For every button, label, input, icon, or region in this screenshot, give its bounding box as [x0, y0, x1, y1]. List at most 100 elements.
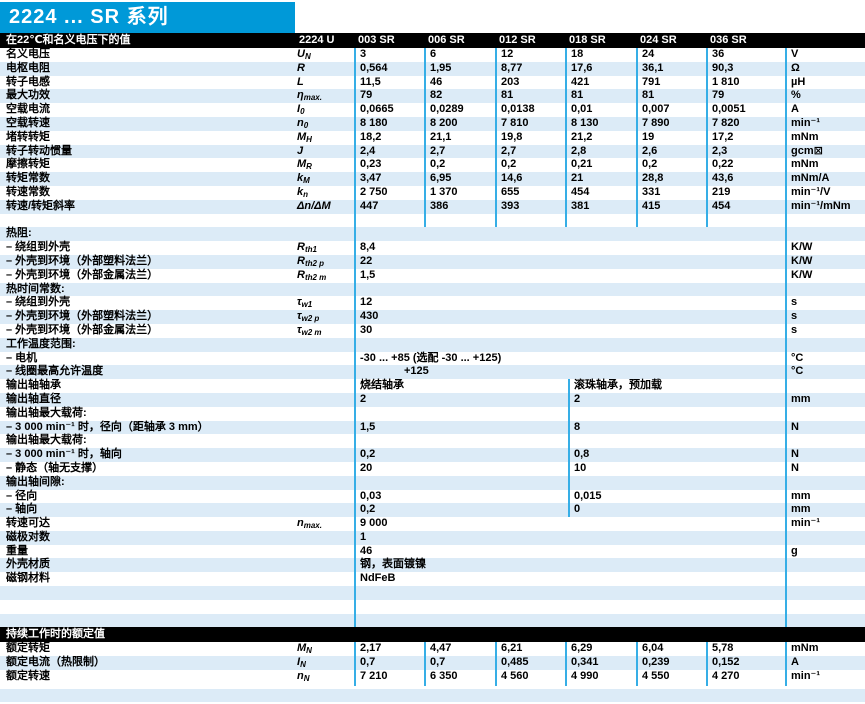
cell-unit: mNm [785, 130, 865, 147]
cell-value: 3 [354, 48, 424, 64]
cell-value [354, 599, 785, 614]
cell-value: NdFeB [354, 572, 785, 587]
row-label [0, 600, 295, 614]
row-symbol: τw2 m [295, 324, 354, 340]
cell-value: 46 [424, 75, 495, 92]
row-symbol [295, 421, 354, 435]
symbol-main: M [297, 642, 307, 655]
bottom-stripe [0, 688, 865, 702]
cell-value: 6 350 [424, 670, 495, 686]
cell-unit: % [785, 89, 865, 105]
cell-value: 17,6 [565, 61, 636, 78]
table-row: – 绕组到外壳 Rth1 8,4 K/W [0, 241, 865, 257]
header-unit-spacer [785, 33, 865, 48]
cell-unit [785, 227, 865, 242]
column-header: 036 SR [710, 34, 747, 46]
row-label: 输出轴轴承 [6, 379, 61, 392]
cell-value [354, 337, 785, 352]
cell-value: 8 200 [424, 116, 495, 133]
row-symbol [295, 503, 354, 517]
row-label: 堵转转矩 [6, 130, 50, 143]
cell-unit: g [785, 544, 865, 559]
cell-value: 12 [354, 296, 785, 312]
row-symbol: nmax. [295, 517, 354, 533]
cell-unit [785, 213, 865, 228]
table-row: 磁极对数 1 [0, 530, 865, 545]
cell-value: 393 [495, 199, 565, 216]
table-row: 堵转转矩 MH 18,2 21,1 19,8 21,2 19 17,2 mNm [0, 130, 865, 147]
symbol-main: R [297, 61, 305, 74]
cell-value: 4 560 [495, 670, 565, 686]
column-header: 006 SR [428, 34, 465, 46]
cell-value: 10 [568, 461, 785, 476]
symbol-sub: w2 m [301, 327, 322, 337]
cell-value [354, 227, 785, 242]
row-label: – 线圈最高允许温度 [6, 365, 104, 378]
row-label: 额定转矩 [6, 642, 50, 655]
cell-value: 滚珠轴承，预加载 [568, 379, 785, 393]
symbol-sub: th1 [304, 245, 317, 255]
table-row: – 轴向 0,2 0 mm [0, 503, 865, 518]
row-label: – 径向 [6, 489, 38, 502]
row-symbol: UN [295, 48, 354, 64]
table-row: – 3 000 min⁻¹ 时，径向（距轴承 3 mm） 1,5 8 N [0, 420, 865, 435]
cell-value: 1 [354, 530, 785, 545]
cell-value: 1 370 [424, 185, 495, 202]
cell-unit [785, 406, 865, 421]
cell-value: 219 [706, 185, 785, 202]
cell-unit: N [785, 420, 865, 435]
row-symbol: ηmax. [295, 89, 354, 105]
row-label: 转矩常数 [6, 172, 50, 185]
symbol-sub: N [306, 646, 312, 656]
cell-value: 2,17 [354, 642, 424, 658]
symbol-main: n [297, 517, 304, 530]
cell-value: 11,5 [354, 75, 424, 92]
row-label: – 轴向 [6, 503, 38, 516]
cell-value: 8,77 [495, 61, 565, 78]
cell-value [424, 213, 495, 228]
table-row [0, 586, 865, 600]
table-row: – 线圈最高允许温度 +125 °C [0, 365, 865, 380]
series-title: 2224 ... SR 系列 [9, 6, 169, 28]
cell-value: 24 [636, 48, 706, 64]
cell-value: 79 [706, 89, 785, 105]
row-label [0, 586, 295, 600]
table-row: – 径向 0,03 0,015 mm [0, 489, 865, 504]
row-symbol: kn [295, 186, 354, 202]
row-symbol [295, 352, 354, 366]
symbol-main: L [297, 75, 304, 88]
table-row: 输出轴最大载荷: [0, 406, 865, 421]
cell-value: 4 270 [706, 670, 785, 686]
symbol-main: η [297, 89, 304, 102]
cell-value: 20 [354, 461, 568, 476]
cell-value [354, 434, 568, 449]
cell-value: 7 820 [706, 116, 785, 133]
cell-value: 43,6 [706, 172, 785, 188]
row-symbol: kM [295, 172, 354, 188]
row-label: 输出轴间隙: [6, 475, 65, 488]
cell-value: 21,2 [565, 130, 636, 147]
table-row [0, 599, 865, 614]
cell-unit [785, 558, 865, 573]
table-row: – 外壳到环境（外部金属法兰） Rth2 m 1,5 K/W [0, 268, 865, 285]
symbol-main: Δn/ΔM [297, 199, 331, 212]
symbol-sub: R [306, 162, 312, 172]
row-label: 热阻: [6, 227, 32, 240]
cell-value: 28,8 [636, 172, 706, 188]
cell-value: 0,0665 [354, 103, 424, 119]
spec-header-bar: 在22℃和名义电压下的值 2224 U 003 SR 006 SR 012 SR 018 … [0, 33, 865, 48]
cell-value: 454 [706, 199, 785, 216]
row-symbol [295, 448, 354, 462]
row-label: 额定转速 [6, 670, 50, 683]
symbol-main: τ [297, 296, 302, 309]
cell-value: 1,5 [354, 268, 785, 285]
cell-unit [785, 379, 865, 393]
row-label: 最大功效 [6, 89, 50, 102]
cell-value: 19,8 [495, 130, 565, 147]
cell-value: 4 990 [565, 670, 636, 686]
row-symbol [295, 586, 354, 600]
row-label: 摩擦转矩 [6, 158, 50, 171]
rated-header-bar: 持续工作时的额定值 [0, 627, 865, 643]
cell-unit [785, 530, 865, 545]
row-symbol [295, 462, 354, 476]
